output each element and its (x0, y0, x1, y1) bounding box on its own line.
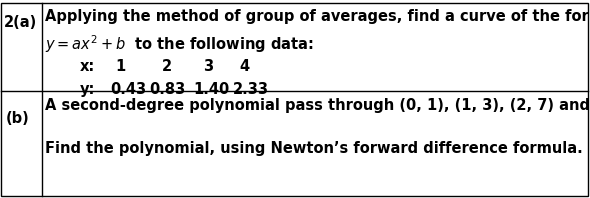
Text: 0.43: 0.43 (110, 82, 146, 97)
Text: 2.33: 2.33 (233, 82, 269, 97)
Text: 1: 1 (115, 59, 125, 74)
Text: 1.40: 1.40 (193, 82, 229, 97)
Text: 3: 3 (204, 59, 214, 74)
Text: y:: y: (80, 82, 95, 97)
Text: A second-degree polynomial pass through (0, 1), (1, 3), (2, 7) and (3, 13).: A second-degree polynomial pass through … (45, 98, 590, 113)
Text: $y = ax^2 + b$  to the following data:: $y = ax^2 + b$ to the following data: (45, 34, 314, 55)
Text: Applying the method of group of averages, find a curve of the form: Applying the method of group of averages… (45, 9, 590, 24)
Text: Find the polynomial, using Newton’s forward difference formula.: Find the polynomial, using Newton’s forw… (45, 141, 583, 156)
Text: x:: x: (80, 59, 95, 74)
Text: 2: 2 (162, 59, 172, 74)
Text: 0.83: 0.83 (149, 82, 185, 97)
Text: (b): (b) (6, 111, 30, 126)
Text: 4: 4 (239, 59, 249, 74)
Text: 2(a): 2(a) (4, 15, 37, 30)
